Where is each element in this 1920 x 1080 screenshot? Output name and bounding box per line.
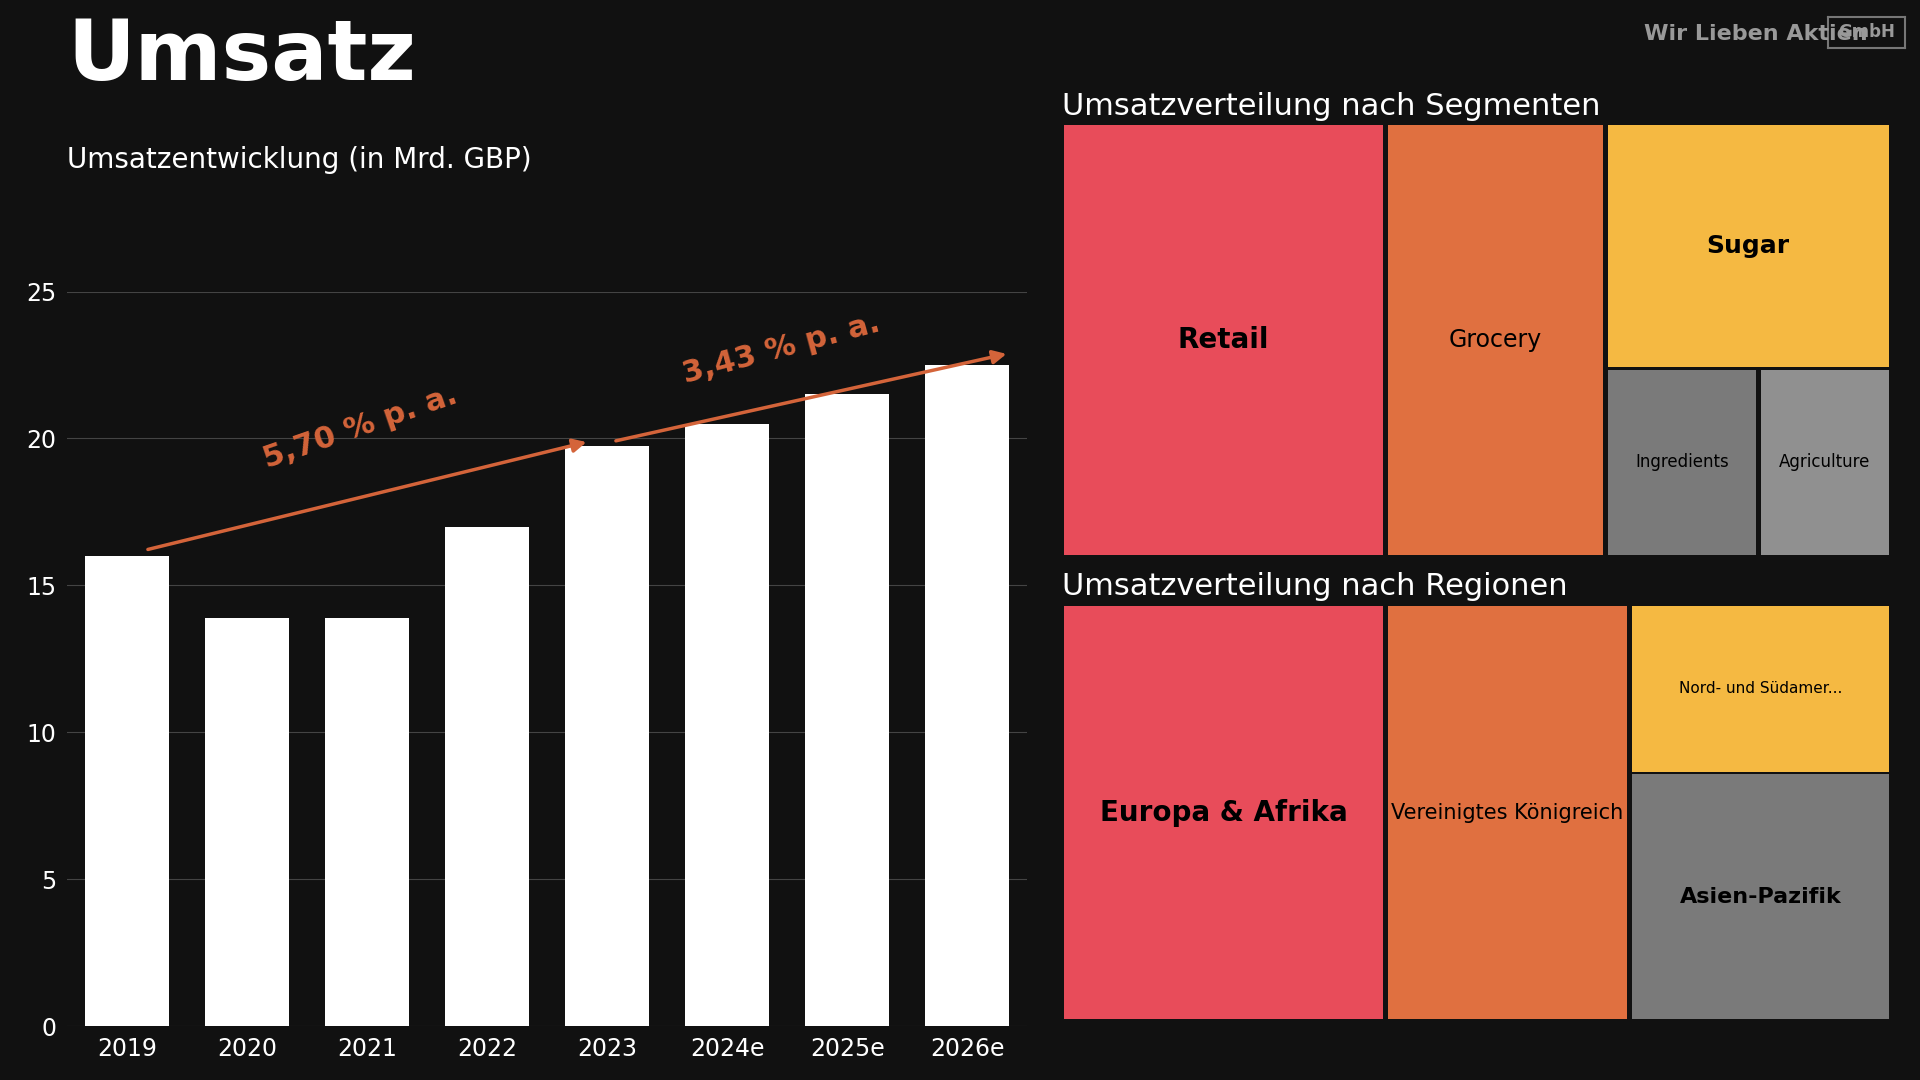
Bar: [1607, 125, 1889, 367]
Bar: [804, 394, 889, 1026]
Text: Vereinigtes Königreich: Vereinigtes Königreich: [1392, 802, 1624, 823]
Text: 5,70 % p. a.: 5,70 % p. a.: [259, 380, 461, 474]
Bar: [205, 618, 290, 1026]
Bar: [1064, 606, 1382, 1020]
Bar: [685, 423, 770, 1026]
Bar: [1632, 774, 1889, 1020]
Text: Europa & Afrika: Europa & Afrika: [1100, 799, 1348, 826]
Bar: [1388, 125, 1603, 555]
Text: Grocery: Grocery: [1448, 328, 1542, 352]
Bar: [564, 446, 649, 1026]
Bar: [925, 365, 1010, 1026]
Text: 3,43 % p. a.: 3,43 % p. a.: [680, 308, 883, 389]
Bar: [324, 618, 409, 1026]
Text: Retail: Retail: [1177, 326, 1269, 354]
Bar: [1607, 369, 1757, 555]
Text: Umsatzentwicklung (in Mrd. GBP): Umsatzentwicklung (in Mrd. GBP): [67, 146, 532, 174]
Text: Wir Lieben Aktien: Wir Lieben Aktien: [1644, 24, 1866, 44]
Text: Umsatz: Umsatz: [67, 16, 417, 97]
Text: Umsatzverteilung nach Regionen: Umsatzverteilung nach Regionen: [1062, 572, 1567, 602]
Text: Ingredients: Ingredients: [1636, 454, 1728, 471]
Bar: [1761, 369, 1889, 555]
Text: GmbH: GmbH: [1837, 24, 1895, 41]
Bar: [1064, 125, 1382, 555]
Text: Asien-Pazifik: Asien-Pazifik: [1680, 887, 1841, 907]
Bar: [1388, 606, 1628, 1020]
Text: Agriculture: Agriculture: [1780, 454, 1870, 471]
Bar: [445, 527, 530, 1026]
Bar: [84, 556, 169, 1026]
Text: Sugar: Sugar: [1707, 234, 1789, 258]
Bar: [1632, 606, 1889, 772]
Text: Nord- und Südamer...: Nord- und Südamer...: [1678, 681, 1843, 697]
Text: Umsatzverteilung nach Segmenten: Umsatzverteilung nach Segmenten: [1062, 92, 1599, 121]
